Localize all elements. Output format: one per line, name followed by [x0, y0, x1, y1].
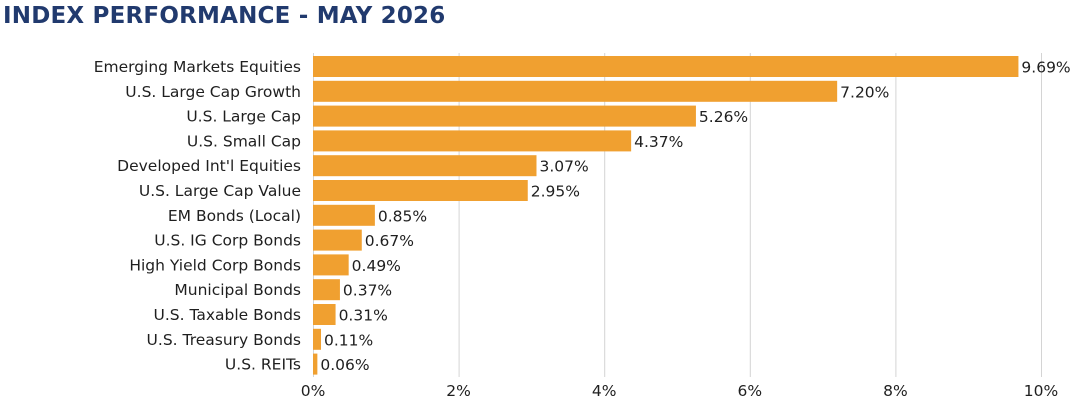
category-label-11: U.S. Treasury Bonds	[147, 331, 301, 349]
value-label-0: 9.69%	[1021, 59, 1070, 77]
bar-1	[313, 80, 838, 102]
bar-8	[313, 254, 349, 276]
bar-12	[313, 353, 318, 375]
value-label-5: 2.95%	[531, 183, 580, 201]
category-label-12: U.S. REITs	[225, 356, 301, 374]
x-tick-label-4: 8%	[883, 382, 908, 400]
chart-title: INDEX PERFORMANCE - MAY 2026	[3, 3, 446, 29]
value-label-11: 0.11%	[324, 331, 373, 349]
bar-10	[313, 304, 336, 325]
bar-4	[313, 155, 537, 177]
category-label-5: U.S. Large Cap Value	[139, 182, 301, 200]
bar-6	[313, 204, 375, 226]
value-label-12: 0.06%	[320, 356, 369, 374]
category-label-3: U.S. Small Cap	[187, 132, 301, 150]
category-label-7: U.S. IG Corp Bonds	[154, 232, 301, 250]
x-tick-label-0: 0%	[301, 382, 326, 400]
bar-7	[313, 229, 362, 251]
value-label-9: 0.37%	[343, 282, 392, 300]
bar-5	[313, 180, 528, 201]
value-label-4: 3.07%	[539, 158, 588, 176]
value-label-8: 0.49%	[352, 257, 401, 275]
category-label-9: Municipal Bonds	[174, 281, 301, 299]
value-label-7: 0.67%	[365, 232, 414, 250]
x-tick-label-5: 10%	[1024, 382, 1058, 400]
category-label-10: U.S. Taxable Bonds	[154, 306, 302, 324]
value-label-6: 0.85%	[378, 207, 427, 225]
bar-0	[313, 56, 1019, 77]
x-tick-label-3: 6%	[738, 382, 763, 400]
category-label-6: EM Bonds (Local)	[168, 207, 301, 225]
value-label-10: 0.31%	[339, 307, 388, 325]
bar-3	[313, 130, 632, 152]
bar-9	[313, 279, 340, 301]
bar-2	[313, 105, 696, 127]
category-label-2: U.S. Large Cap	[186, 108, 301, 126]
bar-11	[313, 328, 322, 350]
category-label-1: U.S. Large Cap Growth	[125, 83, 301, 101]
value-label-2: 5.26%	[699, 108, 748, 126]
x-tick-label-1: 2%	[446, 382, 471, 400]
category-label-8: High Yield Corp Bonds	[129, 256, 301, 274]
category-label-4: Developed Int'l Equities	[117, 157, 301, 175]
category-label-0: Emerging Markets Equities	[94, 58, 301, 76]
value-label-3: 4.37%	[634, 133, 683, 151]
value-label-1: 7.20%	[840, 83, 889, 101]
x-tick-label-2: 4%	[592, 382, 617, 400]
